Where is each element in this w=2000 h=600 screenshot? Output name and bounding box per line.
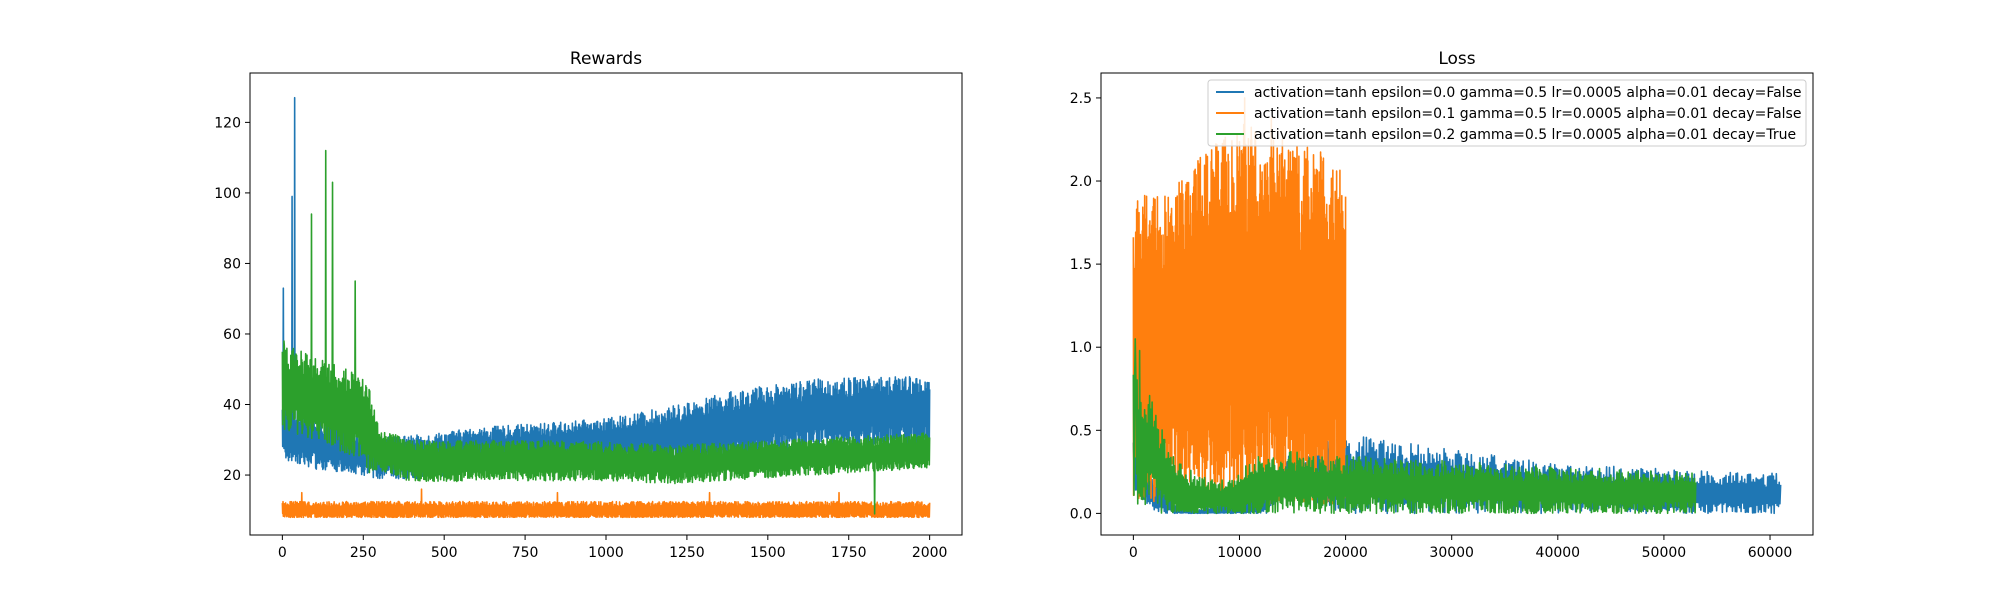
legend-box bbox=[1207, 79, 1807, 147]
rewards-y-tick-label: 20 bbox=[223, 468, 241, 484]
rewards-x-tick-label: 500 bbox=[431, 545, 458, 561]
loss-y-tick-label: 0.5 bbox=[1070, 423, 1092, 439]
rewards-ticks: 0 250 500 750 1000 1250 1500 1750 2000 20 40 60 80 10… bbox=[214, 115, 947, 561]
loss-x-tick-label: 0 bbox=[1129, 545, 1138, 561]
loss-series-2 bbox=[1132, 338, 1697, 515]
rewards-x-tick-label: 1750 bbox=[831, 545, 867, 561]
rewards-lines bbox=[281, 96, 931, 519]
loss-axes-frame bbox=[1100, 72, 1814, 536]
rewards-y-tick-label: 120 bbox=[214, 115, 241, 131]
loss-x-tick-label: 10000 bbox=[1217, 545, 1262, 561]
legend-label-blue: activation=tanh epsilon=0.0 gamma=0.5 lr… bbox=[1254, 85, 1801, 101]
rewards-axes-frame bbox=[249, 72, 963, 536]
rewards-series-1 bbox=[281, 488, 931, 519]
rewards-y-tick-label: 80 bbox=[223, 256, 241, 272]
rewards-x-tick-label: 2000 bbox=[912, 545, 948, 561]
rewards-subplot: Rewards 0 250 500 750 1000 1250 1500 1750 2000 20… bbox=[214, 49, 963, 561]
loss-y-tick-label: 0.0 bbox=[1070, 506, 1092, 522]
rewards-plot-area bbox=[281, 96, 931, 519]
rewards-series-2 bbox=[281, 149, 931, 515]
loss-title: Loss bbox=[1438, 49, 1475, 69]
loss-y-tick-label: 1.0 bbox=[1070, 340, 1092, 356]
rewards-x-tick-label: 1500 bbox=[750, 545, 786, 561]
rewards-y-tick-label: 100 bbox=[214, 186, 241, 202]
loss-y-tick-label: 1.5 bbox=[1070, 257, 1092, 273]
loss-legend: activation=tanh epsilon=0.0 gamma=0.5 lr… bbox=[1207, 79, 1807, 147]
loss-y-tick-label: 2.5 bbox=[1070, 91, 1092, 107]
rewards-x-tick-label: 250 bbox=[350, 545, 377, 561]
rewards-x-tick-label: 1000 bbox=[588, 545, 624, 561]
loss-ticks: 0 10000 20000 30000 40000 50000 60000 0.0 0.5 1.0… bbox=[1070, 91, 1793, 561]
loss-y-tick-label: 2.0 bbox=[1070, 174, 1092, 190]
legend-label-green: activation=tanh epsilon=0.2 gamma=0.5 lr… bbox=[1254, 127, 1796, 143]
loss-x-tick-label: 60000 bbox=[1748, 545, 1793, 561]
rewards-y-tick-label: 60 bbox=[223, 327, 241, 343]
legend-label-orange: activation=tanh epsilon=0.1 gamma=0.5 lr… bbox=[1254, 106, 1801, 122]
rewards-title: Rewards bbox=[570, 49, 642, 69]
rewards-y-tick-label: 40 bbox=[223, 398, 241, 414]
loss-x-tick-label: 50000 bbox=[1642, 545, 1687, 561]
rewards-x-tick-label: 1250 bbox=[669, 545, 705, 561]
loss-x-tick-label: 40000 bbox=[1536, 545, 1581, 561]
loss-x-tick-label: 20000 bbox=[1323, 545, 1368, 561]
rewards-x-tick-label: 750 bbox=[512, 545, 539, 561]
loss-x-tick-label: 30000 bbox=[1429, 545, 1474, 561]
loss-subplot: Loss 0 10000 20000 30000 40000 50000 600000.00… bbox=[1070, 49, 1814, 561]
rewards-x-tick-label: 0 bbox=[278, 545, 287, 561]
